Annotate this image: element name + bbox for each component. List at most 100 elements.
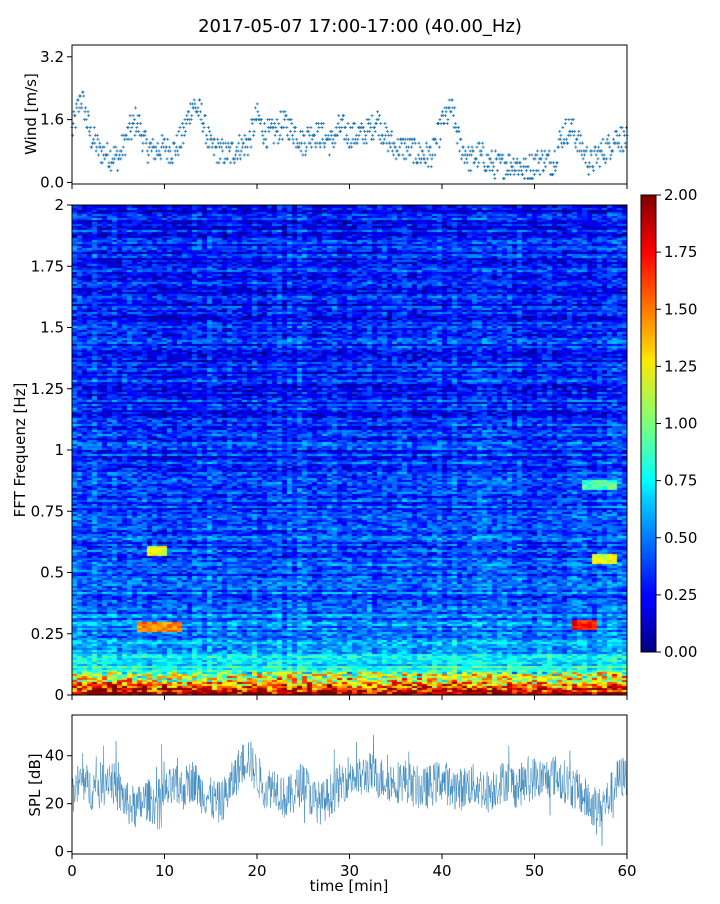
wind-panel: 0.0 1.6 3.2 Wind [m/s] — [22, 44, 629, 191]
spectrogram-xticks — [71, 695, 628, 700]
wind-point — [484, 169, 488, 173]
wind-point — [133, 133, 137, 137]
wind-point — [427, 149, 431, 153]
wind-point — [290, 122, 294, 126]
wind-yticks: 0.0 1.6 3.2 — [40, 48, 72, 191]
wind-point — [176, 149, 180, 153]
wind-point — [198, 110, 202, 114]
wind-point — [416, 161, 420, 165]
wind-point — [89, 125, 93, 129]
wind-point — [477, 161, 481, 165]
wind-point — [335, 133, 339, 137]
wind-point — [227, 149, 231, 153]
wind-point — [299, 149, 303, 153]
wind-point — [331, 137, 335, 141]
wind-point — [509, 161, 513, 165]
spl-xtick-label: 10 — [155, 862, 174, 880]
wind-point — [371, 133, 375, 137]
wind-point — [118, 153, 122, 157]
wind-point — [440, 110, 444, 114]
wind-point — [189, 118, 193, 122]
wind-point — [471, 149, 475, 153]
wind-point — [261, 133, 265, 137]
wind-point — [423, 157, 427, 161]
wind-point — [190, 114, 194, 118]
wind-point — [418, 145, 422, 149]
wind-point — [143, 129, 147, 133]
wind-point — [547, 149, 551, 153]
wind-point — [591, 165, 595, 169]
wind-point — [245, 145, 249, 149]
wind-point — [508, 173, 512, 177]
wind-point — [236, 149, 240, 153]
wind-point — [426, 165, 430, 169]
spectrogram-heatmap — [72, 205, 627, 695]
spectrogram-ytick-label: 0.75 — [31, 502, 64, 520]
wind-point — [623, 141, 627, 145]
wind-point — [477, 141, 481, 145]
wind-point — [424, 141, 428, 145]
wind-point — [222, 161, 226, 165]
wind-point — [318, 145, 322, 149]
wind-point — [429, 145, 433, 149]
wind-point — [303, 141, 307, 145]
wind-point — [195, 110, 199, 114]
wind-point — [357, 133, 361, 137]
wind-point — [584, 149, 588, 153]
wind-point — [460, 157, 464, 161]
wind-point — [376, 118, 380, 122]
wind-point — [94, 149, 98, 153]
wind-point — [587, 161, 591, 165]
wind-point — [511, 157, 515, 161]
wind-point — [157, 149, 161, 153]
wind-point — [461, 145, 465, 149]
wind-point — [535, 149, 539, 153]
colorbar-tick-label: 2.00 — [664, 186, 697, 204]
wind-point — [119, 157, 123, 161]
spl-series-line — [71, 734, 628, 846]
wind-point — [346, 122, 350, 126]
wind-point — [249, 145, 253, 149]
spectrogram-ytick-label: 0.5 — [40, 564, 64, 582]
wind-point — [165, 157, 169, 161]
spl-panel: 0 20 40 0 10 20 30 40 50 60 SPL [dB] time [min] — [26, 714, 637, 895]
wind-point — [336, 122, 340, 126]
wind-point — [544, 165, 548, 169]
wind-point — [154, 145, 158, 149]
wind-point — [277, 122, 281, 126]
spl-xtick-label: 40 — [432, 862, 451, 880]
wind-point — [592, 169, 596, 173]
spectrogram-ytick-label: 0 — [54, 686, 64, 704]
wind-point — [490, 149, 494, 153]
wind-point — [469, 153, 473, 157]
wind-point — [168, 149, 172, 153]
spl-xtick-label: 50 — [525, 862, 544, 880]
wind-point — [469, 169, 473, 173]
wind-xticks — [71, 184, 628, 189]
colorbar-tick-label: 1.00 — [664, 415, 697, 433]
wind-point — [243, 133, 247, 137]
wind-point — [448, 106, 452, 110]
wind-point — [149, 141, 153, 145]
wind-point — [137, 114, 141, 118]
wind-point — [305, 145, 309, 149]
wind-point — [342, 114, 346, 118]
wind-point — [413, 141, 417, 145]
wind-point — [144, 141, 148, 145]
wind-point — [240, 145, 244, 149]
wind-point — [378, 137, 382, 141]
wind-point — [235, 157, 239, 161]
wind-point — [188, 122, 192, 126]
wind-point — [323, 141, 327, 145]
wind-point — [605, 157, 609, 161]
wind-point — [524, 157, 528, 161]
spl-ytick-label: 40 — [45, 747, 64, 765]
wind-point — [182, 133, 186, 137]
wind-point — [100, 161, 104, 165]
wind-point — [519, 169, 523, 173]
spl-xticks: 0 10 20 30 40 50 60 — [67, 854, 637, 880]
wind-ylabel: Wind [m/s] — [22, 73, 40, 155]
wind-point — [395, 149, 399, 153]
wind-point — [390, 149, 394, 153]
